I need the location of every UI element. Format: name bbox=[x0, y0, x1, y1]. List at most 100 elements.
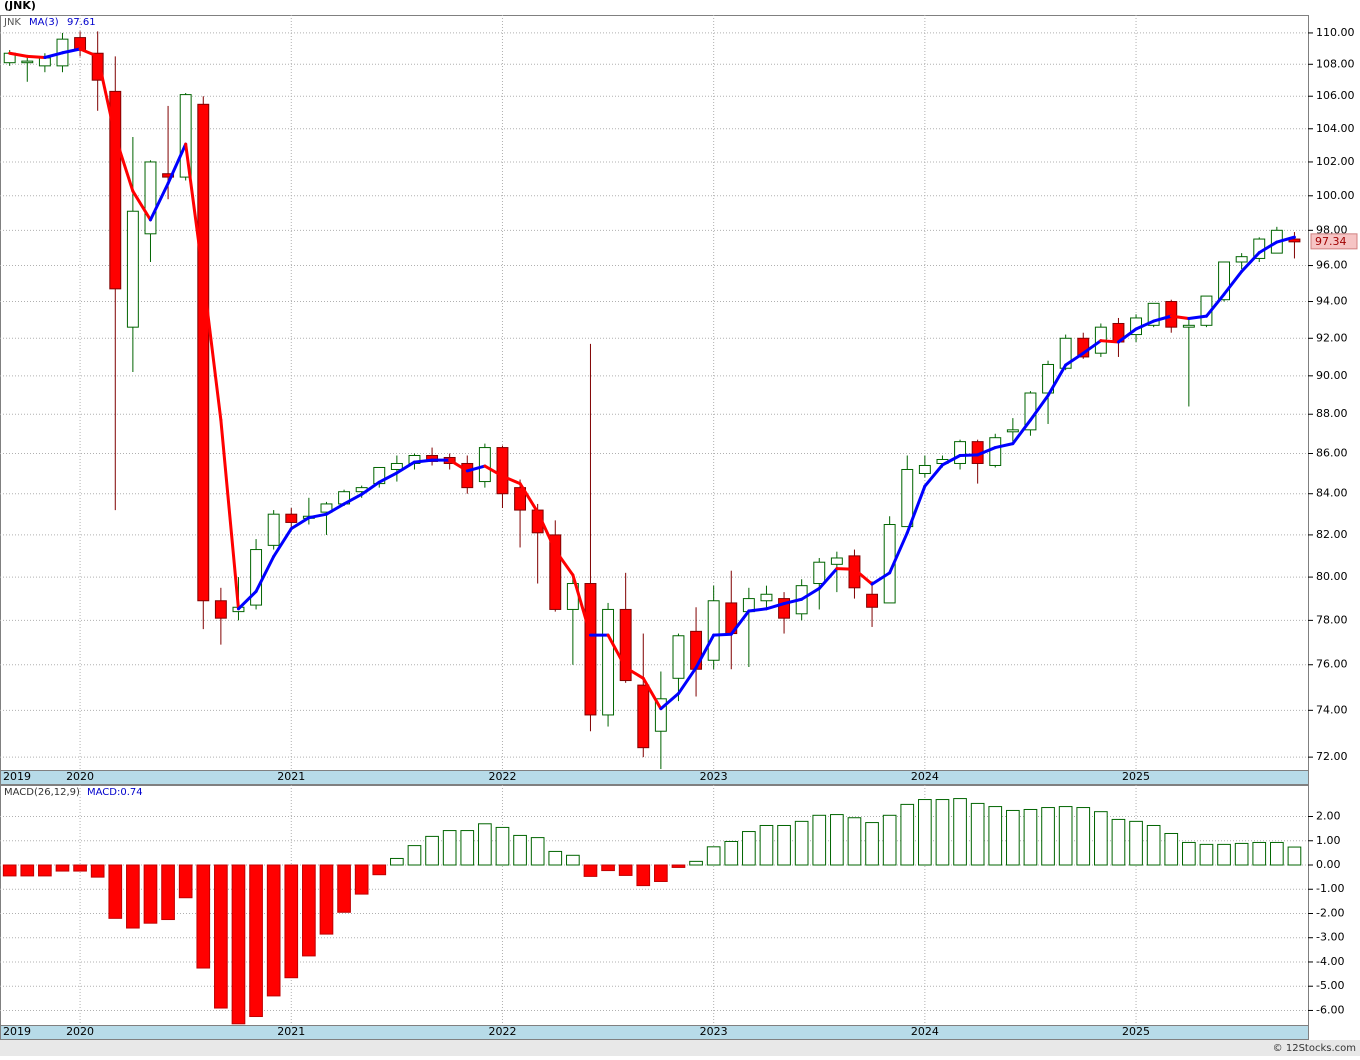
ma-segment bbox=[1275, 235, 1296, 244]
candle-body bbox=[619, 608, 632, 682]
macd-bar bbox=[425, 835, 439, 866]
y-tick-label: 108.00 bbox=[1316, 57, 1355, 70]
macd-bar bbox=[566, 854, 580, 866]
macd-bar bbox=[636, 864, 651, 887]
y-tick-label: 110.00 bbox=[1316, 26, 1355, 39]
y-tick-label: 78.00 bbox=[1316, 613, 1348, 626]
macd-bar bbox=[2, 864, 17, 877]
macd-bar bbox=[812, 814, 827, 866]
macd-bar bbox=[1076, 807, 1091, 866]
candle-body bbox=[285, 513, 298, 523]
y-tick-label: 88.00 bbox=[1316, 407, 1348, 420]
candle-body bbox=[126, 210, 139, 328]
candle-body bbox=[461, 462, 474, 489]
y-tick-label: 104.00 bbox=[1316, 122, 1355, 135]
ma-segment bbox=[1222, 269, 1244, 296]
ma-segment bbox=[923, 463, 944, 488]
ma-segment bbox=[729, 609, 751, 636]
ma-segment bbox=[712, 632, 733, 637]
y-tick-label: 84.00 bbox=[1316, 487, 1348, 500]
ma-segment bbox=[1064, 351, 1085, 367]
macd-bar bbox=[724, 840, 739, 866]
ma-segment bbox=[1081, 339, 1103, 355]
candle-body bbox=[989, 437, 1002, 466]
ma-segment bbox=[1099, 339, 1120, 344]
footer-band bbox=[0, 1040, 1360, 1056]
y-tick-label: -4.00 bbox=[1316, 955, 1344, 968]
ma-segment bbox=[518, 482, 540, 514]
ma-segment bbox=[1169, 314, 1191, 321]
ma-segment bbox=[148, 181, 170, 222]
y-tick-label: 1.00 bbox=[1316, 834, 1341, 847]
ma-segment bbox=[764, 602, 786, 611]
macd-bar bbox=[618, 864, 633, 876]
ma-segment bbox=[817, 567, 839, 590]
candle-body bbox=[320, 503, 333, 513]
macd-bar bbox=[319, 864, 334, 935]
y-tick-label: -6.00 bbox=[1316, 1003, 1344, 1016]
candle-body bbox=[901, 468, 914, 528]
macd-bar bbox=[830, 814, 844, 866]
macd-bar bbox=[1041, 807, 1055, 866]
ma-segment bbox=[60, 47, 82, 55]
candle-body bbox=[1288, 238, 1301, 243]
macd-bar bbox=[90, 864, 105, 878]
macd-bar bbox=[1287, 846, 1302, 866]
legend-ma: MA(3) bbox=[29, 17, 59, 28]
candle-body bbox=[109, 90, 122, 290]
y-tick-label: -3.00 bbox=[1316, 931, 1344, 944]
ma-segment bbox=[606, 633, 628, 670]
x-tick-label: 2021 bbox=[277, 1025, 305, 1038]
ma-segment bbox=[219, 418, 240, 611]
candle-body bbox=[21, 60, 34, 64]
macd-bar bbox=[1217, 843, 1231, 866]
ma-segment bbox=[184, 142, 205, 279]
macd-bar bbox=[1252, 841, 1267, 866]
ma-segment bbox=[1257, 240, 1279, 255]
macd-bar bbox=[1146, 824, 1161, 866]
macd-bar bbox=[126, 864, 140, 929]
ma-segment bbox=[483, 464, 504, 478]
macd-bar bbox=[143, 864, 158, 924]
macd-bar bbox=[161, 864, 175, 921]
ma-segment bbox=[782, 597, 804, 606]
candle-body bbox=[848, 555, 861, 589]
ma-segment bbox=[201, 275, 223, 422]
ma-segment bbox=[324, 502, 346, 516]
ma-segment bbox=[1046, 363, 1068, 397]
x-axis-band bbox=[0, 770, 1309, 785]
ma-segment bbox=[940, 454, 962, 467]
candle-body bbox=[672, 635, 685, 679]
candle-body bbox=[584, 583, 597, 716]
macd-bar bbox=[407, 845, 422, 866]
y-tick-label: 86.00 bbox=[1316, 447, 1348, 460]
ma-segment bbox=[131, 189, 152, 222]
x-axis-band bbox=[0, 1025, 1309, 1040]
ma-segment bbox=[43, 51, 64, 59]
x-tick-label: 2020 bbox=[66, 1025, 94, 1038]
ma-segment bbox=[465, 464, 487, 473]
y-tick-label: 76.00 bbox=[1316, 658, 1348, 671]
ma-segment bbox=[1011, 418, 1032, 446]
macd-bar bbox=[847, 817, 862, 866]
macd-bar bbox=[214, 864, 228, 1009]
legend-macd-value: MACD:0.74 bbox=[87, 787, 143, 798]
macd-bar bbox=[1270, 841, 1284, 866]
ma-segment bbox=[571, 573, 592, 637]
candle-body bbox=[778, 598, 791, 619]
candle-body bbox=[602, 608, 615, 716]
ma-segment bbox=[870, 571, 892, 586]
candle-body bbox=[1182, 324, 1195, 328]
x-tick-label: 2019 bbox=[3, 770, 31, 783]
candle-body bbox=[1059, 337, 1072, 369]
macd-bar bbox=[777, 824, 791, 866]
macd-bar bbox=[1094, 811, 1108, 866]
macd-bar bbox=[478, 823, 492, 866]
ma-segment bbox=[236, 589, 258, 611]
macd-bar bbox=[654, 864, 668, 882]
ma-segment bbox=[1028, 393, 1050, 422]
x-tick-label: 2019 bbox=[3, 1025, 31, 1038]
candle-body bbox=[91, 52, 104, 81]
macd-bar bbox=[935, 799, 950, 866]
